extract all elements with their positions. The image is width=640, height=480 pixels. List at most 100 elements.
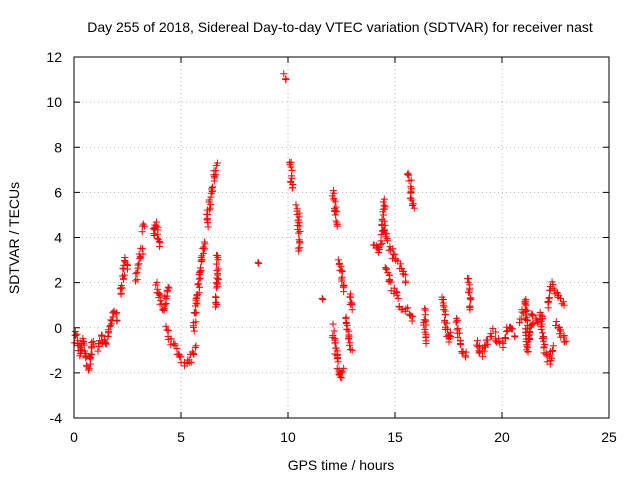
data-point bbox=[167, 335, 175, 343]
data-point bbox=[522, 301, 530, 309]
data-point bbox=[319, 296, 327, 304]
data-point bbox=[158, 300, 166, 308]
data-point bbox=[401, 271, 409, 279]
data-point bbox=[102, 340, 110, 348]
data-point bbox=[255, 259, 263, 267]
data-point bbox=[409, 200, 417, 208]
data-point bbox=[154, 230, 162, 238]
data-point bbox=[383, 265, 391, 273]
data-point bbox=[487, 332, 495, 340]
data-point bbox=[164, 283, 172, 291]
data-point bbox=[528, 320, 536, 328]
data-point bbox=[288, 174, 296, 182]
data-point bbox=[194, 281, 202, 289]
data-point bbox=[529, 320, 537, 328]
data-point bbox=[176, 353, 184, 361]
data-point bbox=[474, 337, 482, 345]
data-point bbox=[421, 325, 429, 333]
data-point bbox=[329, 320, 337, 328]
y-tick-label: 8 bbox=[54, 139, 62, 155]
data-point bbox=[102, 339, 110, 347]
data-point bbox=[553, 288, 561, 296]
data-point bbox=[421, 305, 429, 313]
data-point bbox=[536, 308, 544, 316]
data-point bbox=[295, 247, 303, 255]
data-point bbox=[131, 277, 139, 285]
data-point bbox=[391, 250, 399, 258]
data-point bbox=[544, 298, 552, 306]
data-point bbox=[192, 296, 200, 304]
data-point bbox=[515, 319, 523, 327]
data-point bbox=[112, 310, 120, 318]
data-point bbox=[438, 293, 446, 301]
x-tick-labels: 0 5 10 15 20 25 bbox=[70, 429, 617, 445]
y-tick-label: 6 bbox=[54, 184, 62, 200]
data-point bbox=[156, 243, 164, 251]
data-point bbox=[523, 306, 531, 314]
data-point bbox=[533, 318, 541, 326]
data-point bbox=[408, 317, 416, 325]
data-point bbox=[191, 344, 199, 352]
data-point bbox=[552, 317, 560, 325]
data-point bbox=[161, 301, 169, 309]
data-point bbox=[348, 346, 356, 354]
data-point bbox=[481, 342, 489, 350]
data-point bbox=[117, 282, 125, 290]
data-point bbox=[330, 194, 338, 202]
data-point bbox=[204, 210, 212, 218]
y-tick-label: 4 bbox=[54, 230, 62, 246]
data-point bbox=[196, 274, 204, 282]
data-point bbox=[201, 238, 209, 246]
data-point bbox=[560, 333, 568, 341]
data-point bbox=[104, 332, 112, 340]
data-point bbox=[508, 325, 516, 333]
data-point bbox=[124, 265, 131, 273]
data-point bbox=[404, 171, 412, 179]
y-tick-label: 2 bbox=[54, 275, 62, 291]
data-point bbox=[88, 350, 96, 358]
data-point bbox=[192, 318, 200, 326]
data-point bbox=[397, 260, 405, 268]
data-point bbox=[524, 344, 532, 352]
data-point bbox=[287, 163, 295, 171]
data-point bbox=[333, 208, 341, 216]
data-point bbox=[422, 340, 430, 348]
data-point bbox=[193, 290, 201, 298]
data-points bbox=[70, 70, 570, 382]
data-point bbox=[381, 203, 389, 211]
data-point bbox=[119, 264, 127, 272]
data-point bbox=[331, 211, 339, 219]
data-point bbox=[295, 236, 303, 244]
data-point bbox=[82, 352, 90, 360]
data-point bbox=[136, 255, 144, 263]
data-point bbox=[348, 306, 356, 314]
data-point bbox=[205, 206, 213, 214]
data-point bbox=[338, 369, 346, 377]
data-point bbox=[211, 293, 219, 301]
data-point bbox=[163, 288, 171, 296]
data-point bbox=[213, 252, 221, 260]
data-point bbox=[443, 319, 451, 327]
y-tick-label: 12 bbox=[46, 49, 62, 65]
data-point bbox=[537, 325, 545, 333]
data-point bbox=[214, 271, 222, 279]
data-point bbox=[95, 343, 103, 351]
data-point bbox=[455, 329, 463, 337]
data-point bbox=[333, 222, 341, 230]
data-point bbox=[197, 267, 205, 275]
data-point bbox=[296, 244, 304, 252]
data-point bbox=[541, 341, 549, 349]
data-point bbox=[393, 291, 401, 299]
data-point bbox=[343, 325, 351, 333]
data-point bbox=[296, 228, 304, 236]
data-point bbox=[445, 332, 453, 340]
data-point bbox=[549, 342, 557, 350]
data-point bbox=[410, 204, 418, 212]
y-tick-labels: -4 -2 0 2 4 6 8 10 12 bbox=[46, 49, 62, 426]
x-tick-label: 0 bbox=[70, 429, 78, 445]
y-tick-label: -4 bbox=[50, 410, 63, 426]
data-point bbox=[501, 334, 509, 342]
data-point bbox=[441, 310, 449, 318]
data-point bbox=[84, 366, 92, 374]
axis-ticks bbox=[73, 56, 610, 419]
